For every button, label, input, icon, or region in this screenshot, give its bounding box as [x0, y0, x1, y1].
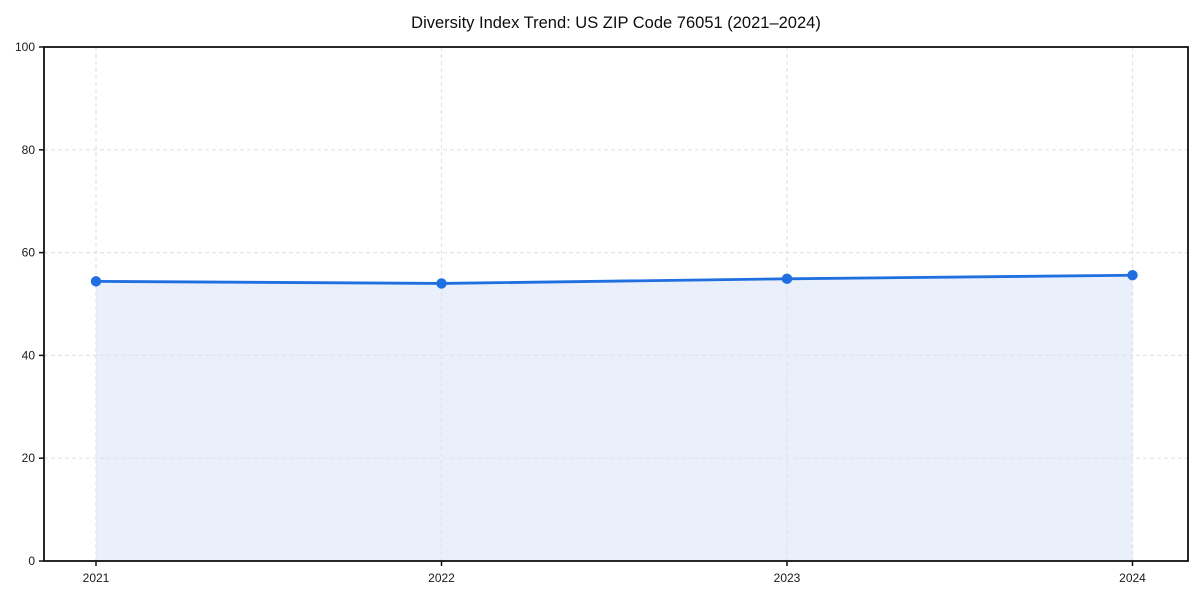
chart-title: Diversity Index Trend: US ZIP Code 76051…	[411, 14, 821, 32]
y-tick-label-20: 20	[22, 451, 36, 465]
data-point-2024	[1127, 270, 1138, 281]
x-tick-label-2022: 2022	[428, 571, 455, 585]
data-point-2023	[781, 273, 793, 285]
data-point-2022	[436, 278, 447, 289]
y-tick-label-40: 40	[22, 348, 36, 362]
area-fill-layer	[96, 275, 1133, 561]
gridline-layer	[44, 47, 1188, 561]
x-tick-label-2021: 2021	[83, 571, 110, 585]
data-point-2021	[90, 276, 102, 287]
y-tick-label-80: 80	[22, 143, 36, 157]
x-tick-label-2023: 2023	[774, 571, 801, 585]
axes-layer: 0 20 40 60 80 100 2021 2022 2023 2024	[15, 40, 1189, 585]
area-fill	[96, 275, 1133, 561]
axis-frame	[43, 46, 1189, 562]
trend-line	[94, 273, 1134, 285]
y-tick-label-100: 100	[15, 40, 35, 54]
y-tick-label-60: 60	[22, 246, 36, 260]
y-tick-label-0: 0	[28, 554, 35, 568]
x-tick-label-2024: 2024	[1119, 571, 1146, 585]
series-layer	[90, 270, 1138, 289]
